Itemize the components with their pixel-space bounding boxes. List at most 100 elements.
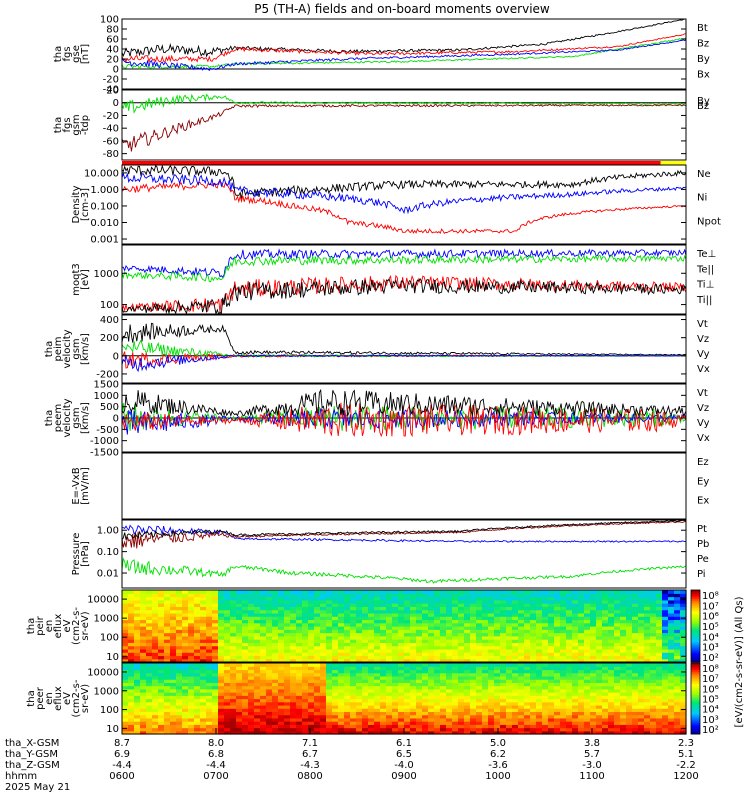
- spectrogram-cell: [122, 727, 129, 732]
- spectrogram-cell: [350, 717, 357, 722]
- spectrogram-cell: [566, 701, 573, 706]
- spectrogram-cell: [332, 727, 339, 732]
- spectrogram-cell: [662, 698, 669, 703]
- spectrogram-cell: [470, 685, 477, 690]
- spectrogram-cell: [200, 727, 207, 732]
- spectrogram-cell: [368, 717, 375, 722]
- spectrogram-cell: [458, 711, 465, 716]
- spectrogram-cell: [512, 652, 519, 657]
- spectrogram-cell: [632, 698, 639, 703]
- spectrogram-cell: [506, 730, 513, 735]
- colorbar-cell: [691, 664, 700, 668]
- spectrogram-cell: [554, 612, 561, 617]
- spectrogram-cell: [464, 714, 471, 719]
- spectrogram-cell: [620, 596, 627, 601]
- spectrogram-cell: [416, 695, 423, 700]
- spectrogram-cell: [218, 721, 225, 725]
- spectrogram-cell: [548, 639, 555, 643]
- spectrogram-cell: [398, 655, 405, 660]
- spectrogram-cell: [632, 648, 639, 653]
- spectrogram-cell: [620, 629, 627, 634]
- spectrogram-cell: [290, 666, 297, 671]
- spectrogram-cell: [572, 606, 579, 611]
- spectrogram-cell: [368, 663, 375, 667]
- spectrogram-cell: [626, 666, 633, 671]
- spectrogram-cell: [512, 666, 519, 671]
- spectrogram-cell: [260, 599, 267, 604]
- spectrogram-cell: [566, 619, 573, 624]
- spectrogram-cell: [632, 629, 639, 634]
- spectrogram-cell: [344, 698, 351, 703]
- spectrogram-cell: [608, 679, 615, 683]
- spectrogram-cell: [602, 590, 609, 594]
- spectrogram-cell: [494, 603, 501, 607]
- spectrogram-cell: [374, 606, 381, 611]
- spectrogram-cell: [656, 639, 663, 643]
- colorbar-cell: [691, 678, 700, 682]
- spectrogram-cell: [596, 675, 603, 680]
- spectrogram-cell: [260, 714, 267, 719]
- spectrogram-cell: [626, 590, 633, 594]
- legend-pressure-Pi: Pi: [697, 569, 706, 580]
- spectrogram-cell: [212, 609, 219, 614]
- spectrogram-cell: [152, 619, 159, 624]
- spectrogram-cell: [434, 730, 441, 735]
- spectrogram-cell: [428, 730, 435, 735]
- spectrogram-cell: [194, 730, 201, 735]
- spectrogram-cell: [614, 682, 621, 687]
- spectrogram-cell: [434, 652, 441, 657]
- spectrogram-cell: [638, 658, 645, 663]
- spectrogram-cell: [158, 714, 165, 719]
- spectrogram-cell: [512, 596, 519, 601]
- spectrogram-cell: [242, 679, 249, 683]
- spectrogram-cell: [380, 666, 387, 671]
- colorbar-cell: [691, 635, 700, 638]
- spectrogram-cell: [554, 658, 561, 663]
- spectrogram-cell: [608, 639, 615, 643]
- spectrogram-cell: [314, 593, 321, 598]
- spectrogram-cell: [644, 642, 651, 647]
- y-label-line: (cm2-s-: [71, 679, 82, 717]
- colorbar-cell: [691, 638, 700, 641]
- spectrogram-cell: [590, 701, 597, 706]
- spectrogram-cell: [476, 616, 483, 621]
- spectrogram-cell: [446, 666, 453, 671]
- spectrogram-cell: [230, 721, 237, 725]
- spectrogram-cell: [404, 721, 411, 725]
- spectrogram-cell: [242, 612, 249, 617]
- spectrogram-cell: [224, 717, 231, 722]
- spectrogram-cell: [668, 645, 675, 650]
- spectrogram-cell: [638, 692, 645, 696]
- spectrogram-cell: [452, 679, 459, 683]
- spectrogram-cell: [170, 682, 177, 687]
- spectrogram-cell: [344, 635, 351, 640]
- spectrogram-cell: [368, 603, 375, 607]
- spectrogram-cell: [386, 685, 393, 690]
- x-value: 2.3: [678, 738, 694, 749]
- spectrogram-cell: [602, 622, 609, 627]
- spectrogram-cell: [494, 652, 501, 657]
- spectrogram-cell: [602, 639, 609, 643]
- spectrogram-cell: [224, 652, 231, 657]
- spectrogram-cell: [428, 652, 435, 657]
- spectrogram-cell: [386, 642, 393, 647]
- spectrogram-cell: [320, 730, 327, 735]
- spectrogram-cell: [248, 711, 255, 716]
- spectrogram-cell: [572, 635, 579, 640]
- spectrogram-cell: [278, 730, 285, 735]
- spectrogram-cell: [572, 645, 579, 650]
- spectrogram-cell: [644, 708, 651, 713]
- spectrogram-cell: [524, 688, 531, 693]
- spectrogram-cell: [500, 658, 507, 663]
- spectrogram-cell: [260, 622, 267, 627]
- spectrogram-cell: [356, 642, 363, 647]
- spectrogram-cell: [242, 701, 249, 706]
- spectrogram-cell: [158, 635, 165, 640]
- spectrogram-cell: [536, 639, 543, 643]
- spectrogram-cell: [122, 717, 129, 722]
- spectrogram-cell: [230, 698, 237, 703]
- spectrogram-cell: [608, 669, 615, 674]
- spectrogram-cell: [248, 593, 255, 598]
- legend-peem-Vy: Vy: [697, 418, 710, 429]
- spectrogram-cell: [404, 698, 411, 703]
